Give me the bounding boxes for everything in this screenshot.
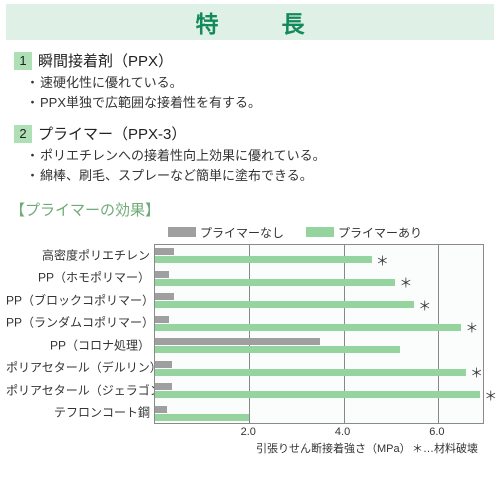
bar-with — [155, 324, 461, 331]
bar-without — [155, 248, 174, 255]
section-1-title: 瞬間接着剤（PPX） — [38, 50, 173, 71]
bar-with — [155, 256, 372, 263]
chart-plot-area: ＊＊＊＊＊＊ — [154, 244, 484, 424]
x-tick-label: 4.0 — [335, 426, 350, 438]
legend-swatch-without — [168, 227, 196, 237]
x-tick-label: 2.0 — [241, 426, 256, 438]
legend-label-without: プライマーなし — [200, 224, 284, 241]
y-category-label: PP（ホモポリマー） — [6, 269, 150, 286]
star-marker: ＊ — [418, 299, 431, 312]
page-title: 特 長 — [176, 5, 325, 39]
bar-with — [155, 301, 414, 308]
chart-caption: 【プライマーの効果】 — [10, 199, 500, 220]
y-category-label: PP（コロナ処理） — [6, 336, 150, 353]
bar-with — [155, 391, 480, 398]
chart-y-labels: 高密度ポリエチレン PP（ホモポリマー） PP（ブロックコポリマー） PP（ランダムコ… — [6, 244, 154, 424]
bullet-item: 綿棒、刷毛、スプレーなど簡単に塗布できる。 — [40, 166, 490, 186]
primer-effect-chart: プライマーなし プライマーあり 高密度ポリエチレン PP（ホモポリマー） PP（ブロ… — [6, 222, 494, 454]
bar-without — [155, 383, 172, 390]
chart-legend: プライマーなし プライマーあり — [168, 224, 444, 241]
bar-without — [155, 316, 169, 323]
x-tick-label: 6.0 — [429, 426, 444, 438]
section-1: 1 瞬間接着剤（PPX） 速硬化性に優れている。 PPX単独で広範囲な接着性を有… — [14, 50, 490, 113]
legend-swatch-with — [306, 227, 334, 237]
bar-without — [155, 338, 320, 345]
bar-with — [155, 279, 395, 286]
bar-with — [155, 369, 466, 376]
section-2-title: プライマー（PPX-3） — [38, 123, 186, 144]
y-category-label: 高密度ポリエチレン — [6, 246, 150, 263]
section-2: 2 プライマー（PPX-3） ポリエチレンへの接着性向上効果に優れている。 綿棒… — [14, 123, 490, 186]
bar-without — [155, 271, 169, 278]
page-root: 特 長 1 瞬間接着剤（PPX） 速硬化性に優れている。 PPX単独で広範囲な接… — [0, 4, 500, 504]
bar-with — [155, 414, 249, 421]
section-2-heading: 2 プライマー（PPX-3） — [14, 123, 490, 144]
y-category-label: PP（ブロックコポリマー） — [6, 291, 150, 308]
y-category-label: テフロンコート鋼 — [6, 404, 150, 421]
chart-x-ticks: 2.0 4.0 6.0 — [154, 426, 484, 440]
star-marker: ＊ — [470, 367, 483, 380]
bar-without — [155, 406, 167, 413]
legend-label-with: プライマーあり — [338, 224, 422, 241]
section-2-bullets: ポリエチレンへの接着性向上効果に優れている。 綿棒、刷毛、スプレーなど簡単に塗布… — [40, 146, 490, 186]
bullet-item: 速硬化性に優れている。 — [40, 73, 490, 93]
y-category-label: ポリアセタール（デルリン） — [6, 359, 150, 376]
star-marker: ＊ — [484, 389, 497, 402]
y-category-label: PP（ランダムコポリマー） — [6, 314, 150, 331]
bar-with — [155, 346, 400, 353]
bar-without — [155, 293, 174, 300]
section-number-square: 2 — [14, 125, 32, 143]
section-number-square: 1 — [14, 52, 32, 70]
bar-without — [155, 361, 172, 368]
y-category-label: ポリアセタール（ジェラゴン） — [6, 381, 150, 398]
star-marker: ＊ — [465, 322, 478, 335]
star-marker: ＊ — [376, 254, 389, 267]
section-1-bullets: 速硬化性に優れている。 PPX単独で広範囲な接着性を有する。 — [40, 73, 490, 113]
bullet-item: ポリエチレンへの接着性向上効果に優れている。 — [40, 146, 490, 166]
bullet-item: PPX単独で広範囲な接着性を有する。 — [40, 93, 490, 113]
star-marker: ＊ — [399, 277, 412, 290]
chart-x-axis-label: 引張りせん断接着強さ（MPa） — [256, 440, 411, 456]
header-strip: 特 長 — [6, 4, 494, 40]
chart-footnote: ＊…材料破壊 — [412, 440, 478, 456]
section-1-heading: 1 瞬間接着剤（PPX） — [14, 50, 490, 71]
